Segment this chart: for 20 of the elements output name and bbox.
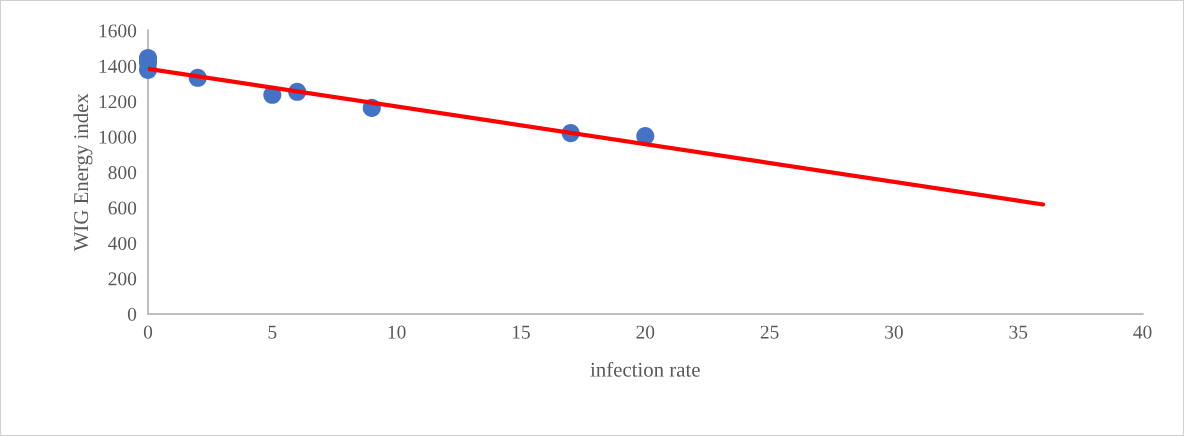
- x-tick-label: 35: [1009, 325, 1028, 339]
- x-tick-label: 30: [885, 325, 903, 339]
- y-tick-label: 1200: [99, 95, 137, 109]
- x-tick-label: 10: [388, 325, 406, 339]
- x-tick-label: 25: [760, 325, 779, 339]
- y-tick-label: 1400: [99, 59, 137, 73]
- y-tick-label: 400: [108, 236, 137, 251]
- x-tick-label: 40: [1133, 325, 1152, 339]
- x-tick-label: 0: [143, 325, 153, 339]
- y-tick-label: 800: [108, 166, 137, 180]
- y-tick-label: 0: [127, 307, 137, 321]
- x-tick-label: 20: [636, 325, 655, 339]
- x-tick-label: 15: [512, 325, 530, 339]
- y-tick-label: 200: [108, 272, 137, 286]
- x-axis-title: infection rate: [590, 361, 700, 377]
- y-axis-title: WIG Energy index: [73, 93, 93, 252]
- x-tick-label: 5: [268, 325, 277, 339]
- y-tick-label: 1000: [99, 130, 137, 144]
- y-tick-label: 600: [108, 201, 137, 215]
- y-tick-label: 1600: [99, 24, 137, 38]
